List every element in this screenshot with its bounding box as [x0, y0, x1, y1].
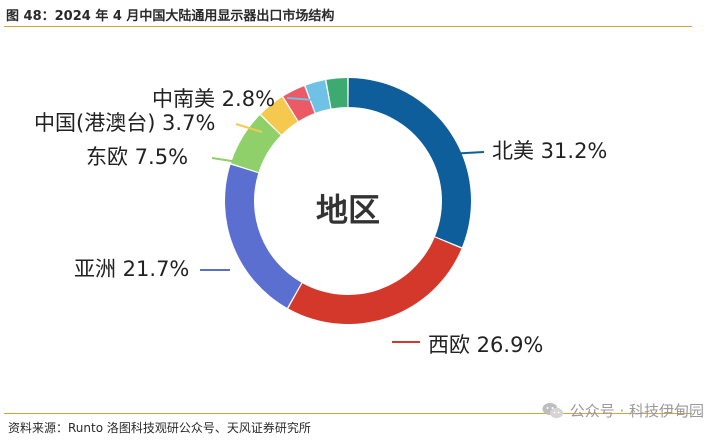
leader-line-0	[447, 151, 485, 155]
slice-unlabeled-7	[326, 78, 348, 109]
slice-label-3: 东欧 7.5%	[86, 145, 188, 169]
footer-divider	[4, 413, 692, 414]
watermark: 公众号 · 科技伊甸园	[542, 400, 704, 421]
slice-0	[348, 78, 471, 248]
slice-label-6: 中南美 2.8%	[152, 87, 275, 111]
donut-chart-svg: 北美 31.2% 西欧 26.9% 亚洲 21.7% 东欧 7.5% 中国(港澳台) 3…	[34, 78, 607, 357]
slice-2	[225, 164, 302, 308]
slice-unlabeled-5	[283, 86, 315, 122]
slice-4	[260, 97, 298, 135]
slice-6	[305, 80, 331, 113]
donut-chart: 北美 31.2% 西欧 26.9% 亚洲 21.7% 东欧 7.5% 中国(港澳台) 3…	[0, 30, 726, 370]
donut-slices	[225, 78, 471, 324]
figure-title: 图 48：2024 年 4 月中国大陆通用显示器出口市场结构	[6, 9, 335, 24]
watermark-text: 公众号 · 科技伊甸园	[569, 402, 704, 420]
leader-line-4	[235, 123, 263, 133]
leader-line-3	[211, 157, 239, 163]
donut-center-label: 地区	[316, 191, 380, 229]
wechat-icon	[542, 402, 563, 418]
slice-labels: 北美 31.2% 西欧 26.9% 亚洲 21.7% 东欧 7.5% 中国(港澳台) 3…	[34, 87, 607, 357]
slice-3	[230, 115, 281, 173]
title-divider	[4, 26, 692, 27]
slice-label-1: 西欧 26.9%	[428, 333, 543, 357]
source-note: 资料来源：Runto 洛图科技观研公众号、天风证券研究所	[8, 421, 311, 435]
slice-1	[288, 237, 462, 324]
slice-label-2: 亚洲 21.7%	[74, 257, 189, 281]
leader-lines	[200, 97, 485, 343]
slice-label-0: 北美 31.2%	[492, 139, 607, 163]
slice-label-4: 中国(港澳台) 3.7%	[34, 111, 215, 135]
leader-line-6	[286, 97, 315, 101]
